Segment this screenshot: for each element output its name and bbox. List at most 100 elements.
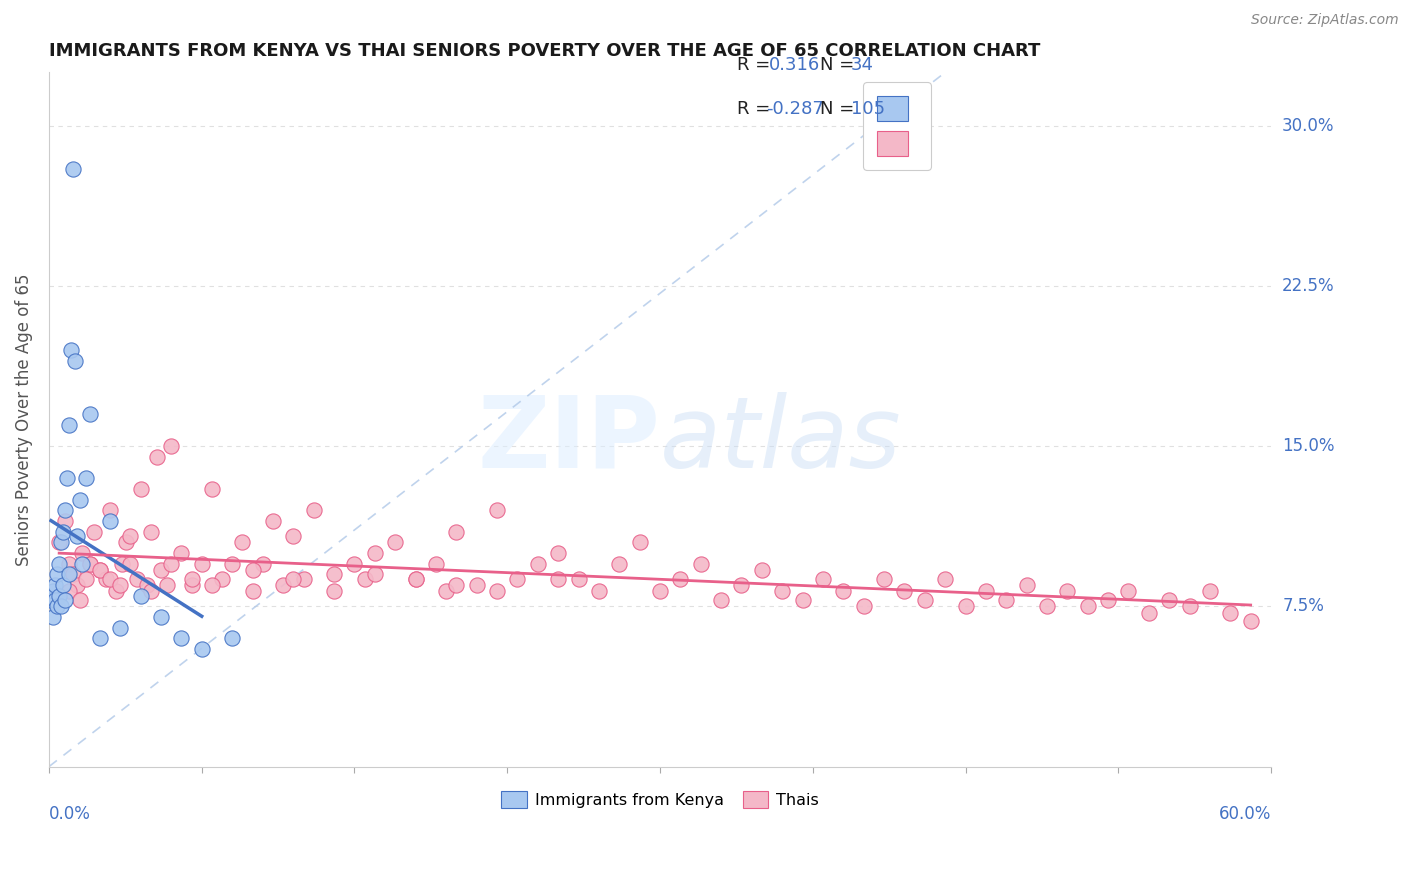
Point bbox=[364, 567, 387, 582]
Point bbox=[384, 535, 406, 549]
Point bbox=[567, 572, 589, 586]
Text: IMMIGRANTS FROM KENYA VS THAI SENIORS POVERTY OVER THE AGE OF 65 CORRELATION CHA: IMMIGRANTS FROM KENYA VS THAI SENIORS PO… bbox=[49, 42, 1040, 60]
Point bbox=[70, 546, 93, 560]
Point bbox=[669, 572, 692, 586]
Point bbox=[873, 572, 896, 586]
Point bbox=[201, 482, 224, 496]
Point bbox=[180, 572, 202, 586]
Text: -0.287: -0.287 bbox=[766, 100, 824, 118]
Point bbox=[323, 567, 346, 582]
Point bbox=[434, 584, 457, 599]
Point bbox=[914, 593, 936, 607]
Point bbox=[221, 557, 243, 571]
Point bbox=[955, 599, 977, 614]
Point bbox=[62, 161, 84, 176]
Y-axis label: Seniors Poverty Over the Age of 65: Seniors Poverty Over the Age of 65 bbox=[15, 273, 32, 566]
Point bbox=[770, 584, 793, 599]
Point bbox=[129, 482, 152, 496]
Point bbox=[66, 578, 89, 592]
Point bbox=[48, 589, 70, 603]
Point bbox=[89, 563, 111, 577]
Point bbox=[689, 557, 711, 571]
Text: 30.0%: 30.0% bbox=[1282, 117, 1334, 135]
Legend: Immigrants from Kenya, Thais: Immigrants from Kenya, Thais bbox=[495, 785, 825, 814]
Point bbox=[129, 589, 152, 603]
Point bbox=[79, 407, 101, 421]
Point bbox=[89, 563, 111, 577]
Point bbox=[53, 514, 76, 528]
Point bbox=[65, 353, 87, 368]
Point bbox=[111, 557, 134, 571]
Point bbox=[60, 343, 83, 357]
Point bbox=[832, 584, 855, 599]
Text: R =: R = bbox=[737, 56, 776, 74]
Point bbox=[751, 563, 773, 577]
Point bbox=[506, 572, 529, 586]
Point bbox=[283, 572, 305, 586]
Text: 7.5%: 7.5% bbox=[1282, 598, 1324, 615]
Point bbox=[1097, 593, 1119, 607]
Point bbox=[139, 524, 162, 539]
Text: R =: R = bbox=[737, 100, 776, 118]
Point bbox=[547, 572, 569, 586]
Point bbox=[1240, 615, 1263, 629]
Point bbox=[120, 529, 142, 543]
Text: 15.0%: 15.0% bbox=[1282, 437, 1334, 455]
Point bbox=[323, 584, 346, 599]
Point bbox=[58, 557, 80, 571]
Point bbox=[730, 578, 752, 592]
Point bbox=[588, 584, 610, 599]
Point bbox=[53, 593, 76, 607]
Text: N =: N = bbox=[820, 56, 859, 74]
Text: N =: N = bbox=[820, 100, 859, 118]
Point bbox=[110, 621, 132, 635]
Point bbox=[405, 572, 427, 586]
Point bbox=[94, 572, 117, 586]
Point bbox=[607, 557, 630, 571]
Point bbox=[262, 514, 284, 528]
Point bbox=[1137, 606, 1160, 620]
Point bbox=[146, 450, 169, 464]
Point bbox=[1118, 584, 1140, 599]
Point bbox=[75, 572, 97, 586]
Point bbox=[120, 557, 142, 571]
Point bbox=[1199, 584, 1222, 599]
Point bbox=[221, 632, 243, 646]
Point bbox=[995, 593, 1018, 607]
Point bbox=[79, 557, 101, 571]
Point bbox=[353, 572, 375, 586]
Point bbox=[62, 567, 84, 582]
Point bbox=[52, 524, 75, 539]
Point bbox=[190, 642, 212, 657]
Point bbox=[98, 514, 121, 528]
Point bbox=[44, 578, 66, 592]
Point bbox=[160, 557, 183, 571]
Point bbox=[710, 593, 733, 607]
Point bbox=[52, 578, 75, 592]
Text: ZIP: ZIP bbox=[477, 392, 659, 489]
Point bbox=[150, 563, 173, 577]
Point bbox=[934, 572, 956, 586]
Point bbox=[1178, 599, 1201, 614]
Point bbox=[486, 584, 509, 599]
Point bbox=[302, 503, 325, 517]
Point bbox=[242, 584, 264, 599]
Point bbox=[83, 524, 105, 539]
Point bbox=[139, 584, 162, 599]
Text: 105: 105 bbox=[851, 100, 884, 118]
Point bbox=[405, 572, 427, 586]
Point bbox=[75, 471, 97, 485]
Text: 60.0%: 60.0% bbox=[1219, 805, 1271, 823]
Point bbox=[1015, 578, 1038, 592]
Point bbox=[125, 572, 148, 586]
Point bbox=[211, 572, 233, 586]
Point bbox=[201, 578, 224, 592]
Point bbox=[242, 563, 264, 577]
Point bbox=[69, 492, 91, 507]
Point bbox=[486, 503, 509, 517]
Point bbox=[252, 557, 274, 571]
Point bbox=[283, 529, 305, 543]
Point bbox=[46, 567, 69, 582]
Point bbox=[58, 584, 80, 599]
Point bbox=[79, 557, 101, 571]
